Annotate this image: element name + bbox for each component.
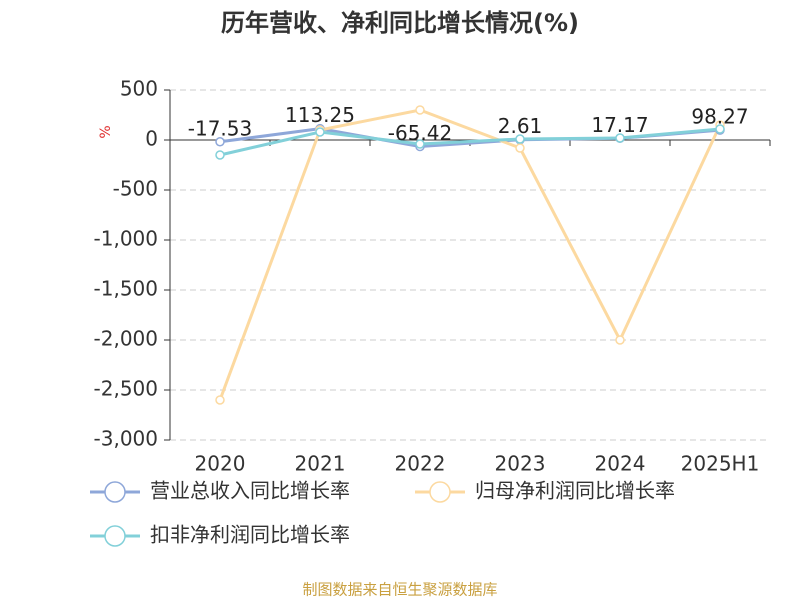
source-note: 制图数据来自恒生聚源数据库 [302,581,497,599]
y-tick-label: -2,500 [94,377,158,401]
data-point [715,124,725,134]
y-tick-label: -1,500 [94,277,158,301]
data-label: -17.53 [188,116,252,140]
y-tick-label: -500 [113,177,158,201]
x-tick-label: 2024 [595,452,646,476]
data-point [615,133,625,143]
data-point [415,105,425,115]
data-label: 2.61 [498,114,543,138]
chart-title: 历年营收、净利同比增长情况(%) [221,9,579,37]
legend-marker [104,481,126,503]
data-point [215,137,225,147]
series-line [218,108,722,401]
data-point [515,134,525,144]
legend-marker [429,481,451,503]
data-label: 113.25 [285,103,355,127]
legend-label: 归母净利润同比增长率 [475,479,675,503]
y-tick-label: -3,000 [94,427,158,451]
data-label: 98.27 [691,105,748,129]
series-line [219,127,721,157]
data-label: -65.42 [388,121,452,145]
data-point [215,150,225,160]
legend-label: 扣非净利润同比增长率 [150,523,350,547]
y-tick-label: 500 [120,77,158,101]
y-tick-label: -1,000 [94,227,158,251]
x-tick-label: 2025H1 [681,452,760,476]
y-tick-label: -2,000 [94,327,158,351]
data-point [215,395,225,405]
data-point [615,335,625,345]
legend-label: 营业总收入同比增长率 [150,479,350,503]
data-label: 17.17 [591,113,648,137]
x-tick-label: 2022 [395,452,446,476]
data-point [315,127,325,137]
x-tick-label: 2020 [195,452,246,476]
x-tick-label: 2021 [295,452,346,476]
y-axis-label: % [98,125,114,138]
legend-marker [104,525,126,547]
y-tick-label: 0 [145,127,158,151]
data-point [515,143,525,153]
x-tick-label: 2023 [495,452,546,476]
data-point [415,139,425,149]
